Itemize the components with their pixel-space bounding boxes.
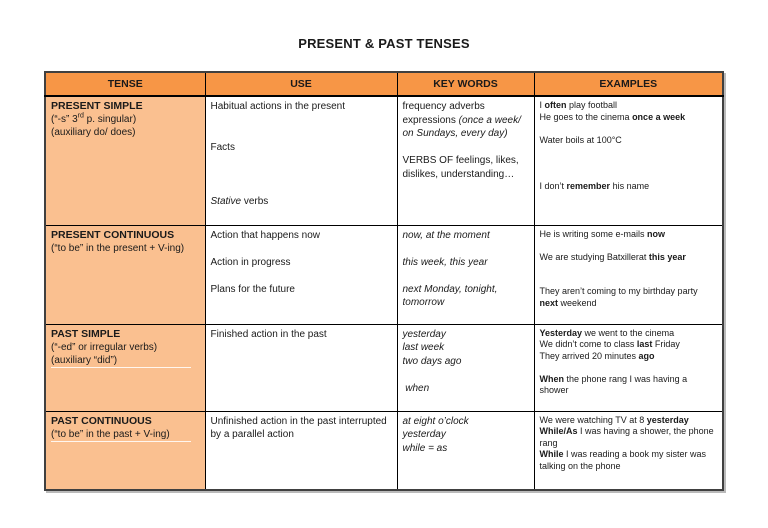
text-line: now, at the moment [402,229,490,241]
cell-tense: PAST SIMPLE (“-ed” or irregular verbs) (au… [44,323,206,412]
tenses-table: TENSE USE KEY WORDS EXAMPLES PRESENT SIM… [44,71,724,491]
text-line: We were watching TV at 8 yesterday [539,414,689,425]
text-line [540,169,718,181]
table-body: PRESENT SIMPLE (“-s” 3rd p. singular) (aux… [44,95,724,491]
text-line: PRESENT CONTINUOUS [51,228,175,241]
text-line: while = as [402,442,448,454]
table-header-row: TENSE USE KEY WORDS EXAMPLES [44,71,724,97]
text-line: when [402,382,430,394]
text-line: Finished action in the past [210,328,327,340]
text-line [211,127,392,141]
text-line: When the phone rang I was having a showe… [539,373,688,396]
text-line: They arrived 20 minutes ago [539,350,655,361]
cell-key-words: at eight o’clock yesterday while = as [396,410,535,491]
text-line: We are studying Batxillerat this year [539,251,686,262]
text-line: (“-ed” or irregular verbs) [51,341,158,353]
text-line [540,123,718,135]
text-line [211,154,392,168]
text-line: Habitual actions in the present [210,101,346,112]
cell-tense: PAST CONTINUOUS (“to be” in the past + V-… [44,410,206,491]
text-line: We didn’t come to class last Friday [539,339,680,349]
cell-examples: I often play football He goes to the cine… [533,95,724,226]
cell-examples: We were watching TV at 8 yesterday While/… [533,410,724,491]
table-row: PRESENT SIMPLE (“-s” 3rd p. singular) (aux… [44,95,724,226]
text-line [540,362,718,374]
cell-use: Finished action in the past [204,323,398,412]
text-line: this week, this year [402,256,488,268]
text-line: He goes to the cinema once a week [539,111,686,122]
column-header-tense: TENSE [44,71,206,97]
text-line: at eight o’clock [402,415,469,427]
cell-examples: He is writing some e-mails now We are st… [533,224,724,325]
text-line [211,269,392,283]
table-row: PRESENT CONTINUOUS (“to be” in the presen… [44,224,724,325]
column-header-key-words: KEY WORDS [396,71,535,97]
text-line [211,242,392,256]
text-line: Action in progress [210,256,291,268]
text-line: yesterday [402,328,446,340]
cell-examples: Yesterday we went to the cinema We didn’t… [533,323,724,412]
text-line [403,368,529,382]
text-line: next Monday, tonight, tomorrow [402,283,498,309]
text-line: While/As I was having a shower, the phon… [539,426,714,448]
cell-key-words: frequency adverbs expressions (once a we… [396,95,535,226]
table-row: PAST CONTINUOUS (“to be” in the past + V-… [44,410,724,491]
text-line: Stative verbs [210,195,269,207]
text-line: (auxiliary “did”) [51,354,191,368]
text-line [403,242,529,256]
text-line: They aren’t coming to my birthday party … [539,286,698,308]
text-line: Facts [210,141,235,153]
text-line: While I was reading a book my sister was… [539,449,707,471]
text-line: Water boils at 100°C [539,134,622,145]
text-line: VERBS OF feelings, likes, dislikes, unde… [402,155,519,180]
column-header-use: USE [204,71,398,97]
text-line [540,146,718,158]
text-line: last week [402,342,445,353]
text-line: two days ago [402,355,462,367]
text-line: PAST CONTINUOUS [51,414,152,427]
text-line: (“-s” 3rd p. singular) [51,112,137,125]
text-line: I don’t remember his name [539,180,650,191]
text-line [540,158,718,170]
text-line: Action that happens now [210,229,321,241]
text-line: He is writing some e-mails now [539,228,666,239]
text-line: I often play football [539,100,618,110]
text-line [211,114,392,128]
column-header-examples: EXAMPLES [533,71,724,97]
text-line: (“to be” in the past + V-ing) [51,428,191,442]
text-line [211,168,392,182]
text-line: PRESENT SIMPLE [51,100,143,112]
text-line: frequency adverbs expressions (once a we… [402,101,521,139]
cell-tense: PRESENT CONTINUOUS (“to be” in the presen… [44,224,206,325]
cell-use: Action that happens now Action in progre… [204,224,398,325]
text-line: yesterday [402,429,446,440]
table-row: PAST SIMPLE (“-ed” or irregular verbs) (au… [44,323,724,412]
cell-tense: PRESENT SIMPLE (“-s” 3rd p. singular) (aux… [44,95,206,226]
text-line: Unfinished action in the past interrupte… [210,415,387,441]
cell-use: Habitual actions in the present Facts St… [204,95,398,226]
text-line [403,269,529,283]
text-line [540,275,718,287]
text-line: Plans for the future [210,283,296,295]
cell-key-words: now, at the moment this week, this year … [396,224,535,325]
text-line [211,181,392,195]
cell-key-words: yesterday last week two days ago when [396,323,535,412]
text-line: PAST SIMPLE [51,327,121,340]
text-line [540,263,718,275]
text-line [540,240,718,252]
cell-use: Unfinished action in the past interrupte… [204,410,398,491]
text-line [403,141,529,155]
page-title: PRESENT & PAST TENSES [298,36,470,51]
text-line: (“to be” in the present + V-ing) [51,242,185,254]
text-line: (auxiliary do/ does) [51,127,136,138]
text-line: Yesterday we went to the cinema [539,327,675,338]
